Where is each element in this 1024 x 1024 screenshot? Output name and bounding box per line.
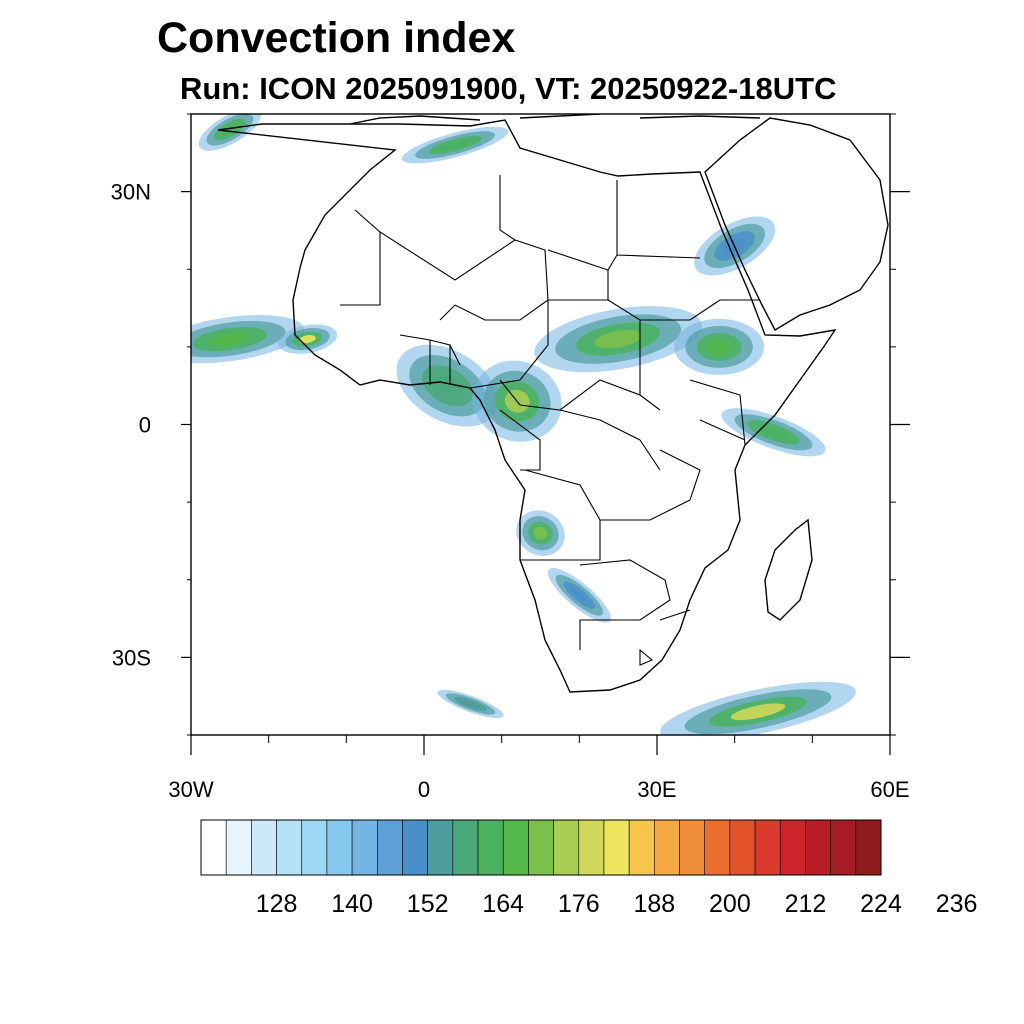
colorbar-label: 200 (709, 890, 751, 918)
colorbar-swatch (301, 819, 328, 876)
colorbar-swatch (452, 819, 479, 876)
colorbar-label: 236 (936, 890, 978, 918)
mediterranean-band (401, 126, 509, 164)
namibia-band (547, 567, 611, 623)
colorbar-swatch (779, 819, 806, 876)
north-atlantic-band-layer-3 (221, 123, 239, 136)
colorbar-swatch (276, 819, 303, 876)
angola-cluster-layer-3 (533, 526, 548, 540)
convection-field-layer (191, 114, 856, 735)
colorbar-swatch (351, 819, 378, 876)
gulf-of-guinea-cluster (396, 344, 499, 427)
colorbar-swatch (654, 819, 680, 876)
southern-indian-ocean-band (660, 681, 856, 735)
ethiopia-cluster (674, 318, 765, 375)
colorbar-swatch (225, 819, 252, 876)
colorbar-swatch (528, 819, 554, 876)
colorbar-swatch (578, 819, 605, 876)
east-africa-coast-band (721, 408, 826, 457)
europe-coastline (349, 114, 761, 125)
madagascar-coastline (764, 518, 813, 621)
west-atlantic-itcz-band-layer-3 (209, 332, 251, 346)
lon-tick-label: 60E (870, 777, 909, 802)
colorbar-swatch (502, 819, 529, 876)
namibia-band-layer-3 (570, 587, 589, 603)
colorbar: 128 140 152 164 176 188 200 212 224 236 (200, 819, 978, 918)
country-borders-layer (340, 175, 760, 666)
chart-subtitle: Run: ICON 2025091900, VT: 20250922-18UTC (180, 71, 837, 106)
sudan-belt-cluster (534, 306, 703, 373)
colorbar-swatch (679, 819, 706, 876)
border-lines (340, 175, 760, 666)
lat-tick-label: 30N (111, 180, 151, 205)
southern-indian-ocean-band-layer-3 (730, 703, 786, 721)
guinea-coast-cluster (277, 324, 338, 354)
lat-tick-label: 0 (139, 413, 151, 438)
ethiopia-cluster-layer-3 (706, 339, 732, 355)
colorbar-swatch (477, 819, 504, 876)
chart-title: Convection index (157, 14, 516, 62)
colorbar-swatch (729, 819, 756, 876)
colorbar-label: 224 (860, 890, 902, 918)
colorbar-frame (200, 819, 882, 876)
sudan-belt-cluster-layer-3 (594, 329, 642, 349)
colorbar-label: 152 (407, 890, 449, 918)
angola-cluster (516, 510, 565, 556)
guinea-coast-cluster-layer-3 (299, 334, 316, 344)
colorbar-swatch (251, 819, 277, 876)
colorbar-swatch (704, 819, 731, 876)
mediterranean-band-layer-3 (440, 139, 470, 151)
lon-tick-label: 30E (637, 777, 676, 802)
gulf-of-guinea-cluster-layer-3 (433, 374, 462, 398)
colorbar-label: 128 (256, 890, 298, 918)
axis-ticks: 30N 0 30S 30W 0 30E 60E (111, 113, 910, 802)
colorbar-swatch (754, 819, 781, 876)
colorbar-swatch (200, 819, 227, 876)
lat-tick-label: 30S (112, 645, 151, 670)
colorbar-swatch (553, 819, 580, 876)
colorbar-swatch (855, 819, 882, 876)
colorbar-swatch (376, 819, 403, 876)
colorbar-label: 164 (482, 890, 524, 918)
colorbar-swatch (326, 819, 353, 876)
colorbar-swatch (628, 819, 655, 876)
colorbar-swatch (805, 819, 831, 876)
east-africa-coast-band-layer-3 (758, 425, 789, 440)
colorbar-swatch (830, 819, 857, 876)
north-atlantic-band (198, 114, 261, 151)
colorbar-label: 188 (633, 890, 675, 918)
colorbar-swatch (402, 819, 428, 876)
south-atlantic-band-layer-3 (461, 699, 480, 708)
colorbar-label: 212 (785, 890, 827, 918)
africa-coastline (217, 119, 837, 693)
lon-tick-label: 0 (418, 777, 430, 802)
colorbar-swatch (427, 819, 454, 876)
lon-tick-label: 30W (168, 777, 213, 802)
colorbar-label: 140 (331, 890, 373, 918)
west-atlantic-itcz-band (191, 314, 305, 364)
colorbar-label: 176 (558, 890, 600, 918)
arabia-coastline (704, 117, 889, 331)
colorbar-swatch (603, 819, 630, 876)
south-atlantic-band (437, 689, 504, 719)
